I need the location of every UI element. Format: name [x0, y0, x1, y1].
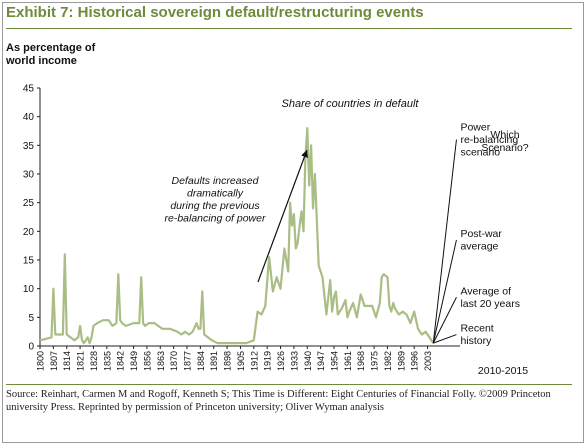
y-tick-label: 15 [23, 256, 35, 267]
annotation-arrow [257, 149, 308, 283]
series-line-default-share [39, 127, 435, 345]
x-tick-label: 1982 [383, 351, 393, 371]
x-tick-label: 1821 [76, 351, 86, 371]
x-tick-label: 1940 [303, 351, 313, 371]
x-tick-label: 1975 [370, 351, 380, 371]
defaults-annotation: Defaults increased dramatically during the… [165, 175, 266, 225]
x-tick-label: 1912 [249, 351, 259, 371]
x-tick-label: 1828 [89, 351, 99, 371]
x-tick-label: 1870 [169, 351, 179, 371]
scenario-label: Power re-balancing scenario [460, 122, 518, 159]
y-tick-label: 40 [23, 112, 35, 123]
scenario-label: Recent history [460, 323, 493, 348]
source-note: Source: Reinhart, Carmen M and Rogoff, K… [6, 389, 551, 413]
x-tick-label: 1842 [116, 351, 126, 371]
x-tick-label: 1961 [343, 351, 353, 371]
scenario-line [432, 297, 457, 344]
x-tick-label: 1891 [209, 351, 219, 371]
scenario-line [432, 139, 457, 344]
x-tick-label: 1989 [396, 351, 406, 371]
exhibit-frame [2, 2, 584, 443]
x-tick-label: 1996 [410, 351, 420, 371]
y-tick-label: 45 [23, 84, 35, 95]
y-tick-label: 25 [23, 198, 35, 209]
x-tick-label: 1849 [129, 351, 139, 371]
y-tick-label: 30 [23, 170, 35, 181]
x-tick-label: 2003 [423, 351, 433, 371]
x-tick-label: 1905 [236, 351, 246, 371]
series-annotation: Share of countries in default [282, 98, 420, 110]
x-tick-label: 1814 [62, 351, 72, 371]
x-tick-label: 1947 [316, 351, 326, 371]
y-axis-label: As percentage of world income [6, 42, 96, 67]
scenario-heading: Which Scenario? [481, 129, 528, 154]
x-tick-label: 1954 [330, 351, 340, 371]
x-tick-label: 1877 [183, 351, 193, 371]
y-tick-label: 10 [23, 284, 35, 295]
y-tick-label: 0 [28, 342, 34, 353]
x-tick-label: 1800 [36, 351, 46, 371]
source-divider [6, 384, 572, 385]
y-tick-label: 20 [23, 227, 35, 238]
scenario-label: Average of last 20 years [460, 285, 520, 310]
x-tick-label: 1856 [142, 351, 152, 371]
scenario-line [432, 239, 457, 344]
x-tick-label: 1835 [102, 351, 112, 371]
x-tick-label: 1884 [196, 351, 206, 371]
y-tick-label: 5 [28, 313, 34, 324]
x-tick-label: 1863 [156, 351, 166, 371]
x-tick-label: 1919 [263, 351, 273, 371]
x-tick-label: 1968 [356, 351, 366, 371]
y-tick-label: 35 [23, 141, 35, 152]
scenario-line [433, 334, 457, 344]
x-tick-label: 1898 [223, 351, 233, 371]
title-divider [6, 28, 572, 29]
scenario-range-label: 2010-2015 [478, 365, 528, 377]
chart-title: Exhibit 7: Historical sovereign default/… [6, 4, 424, 21]
scenario-label: Post-war average [460, 228, 502, 253]
x-tick-label: 1933 [289, 351, 299, 371]
x-tick-label: 1926 [276, 351, 286, 371]
x-tick-label: 1807 [49, 351, 59, 371]
